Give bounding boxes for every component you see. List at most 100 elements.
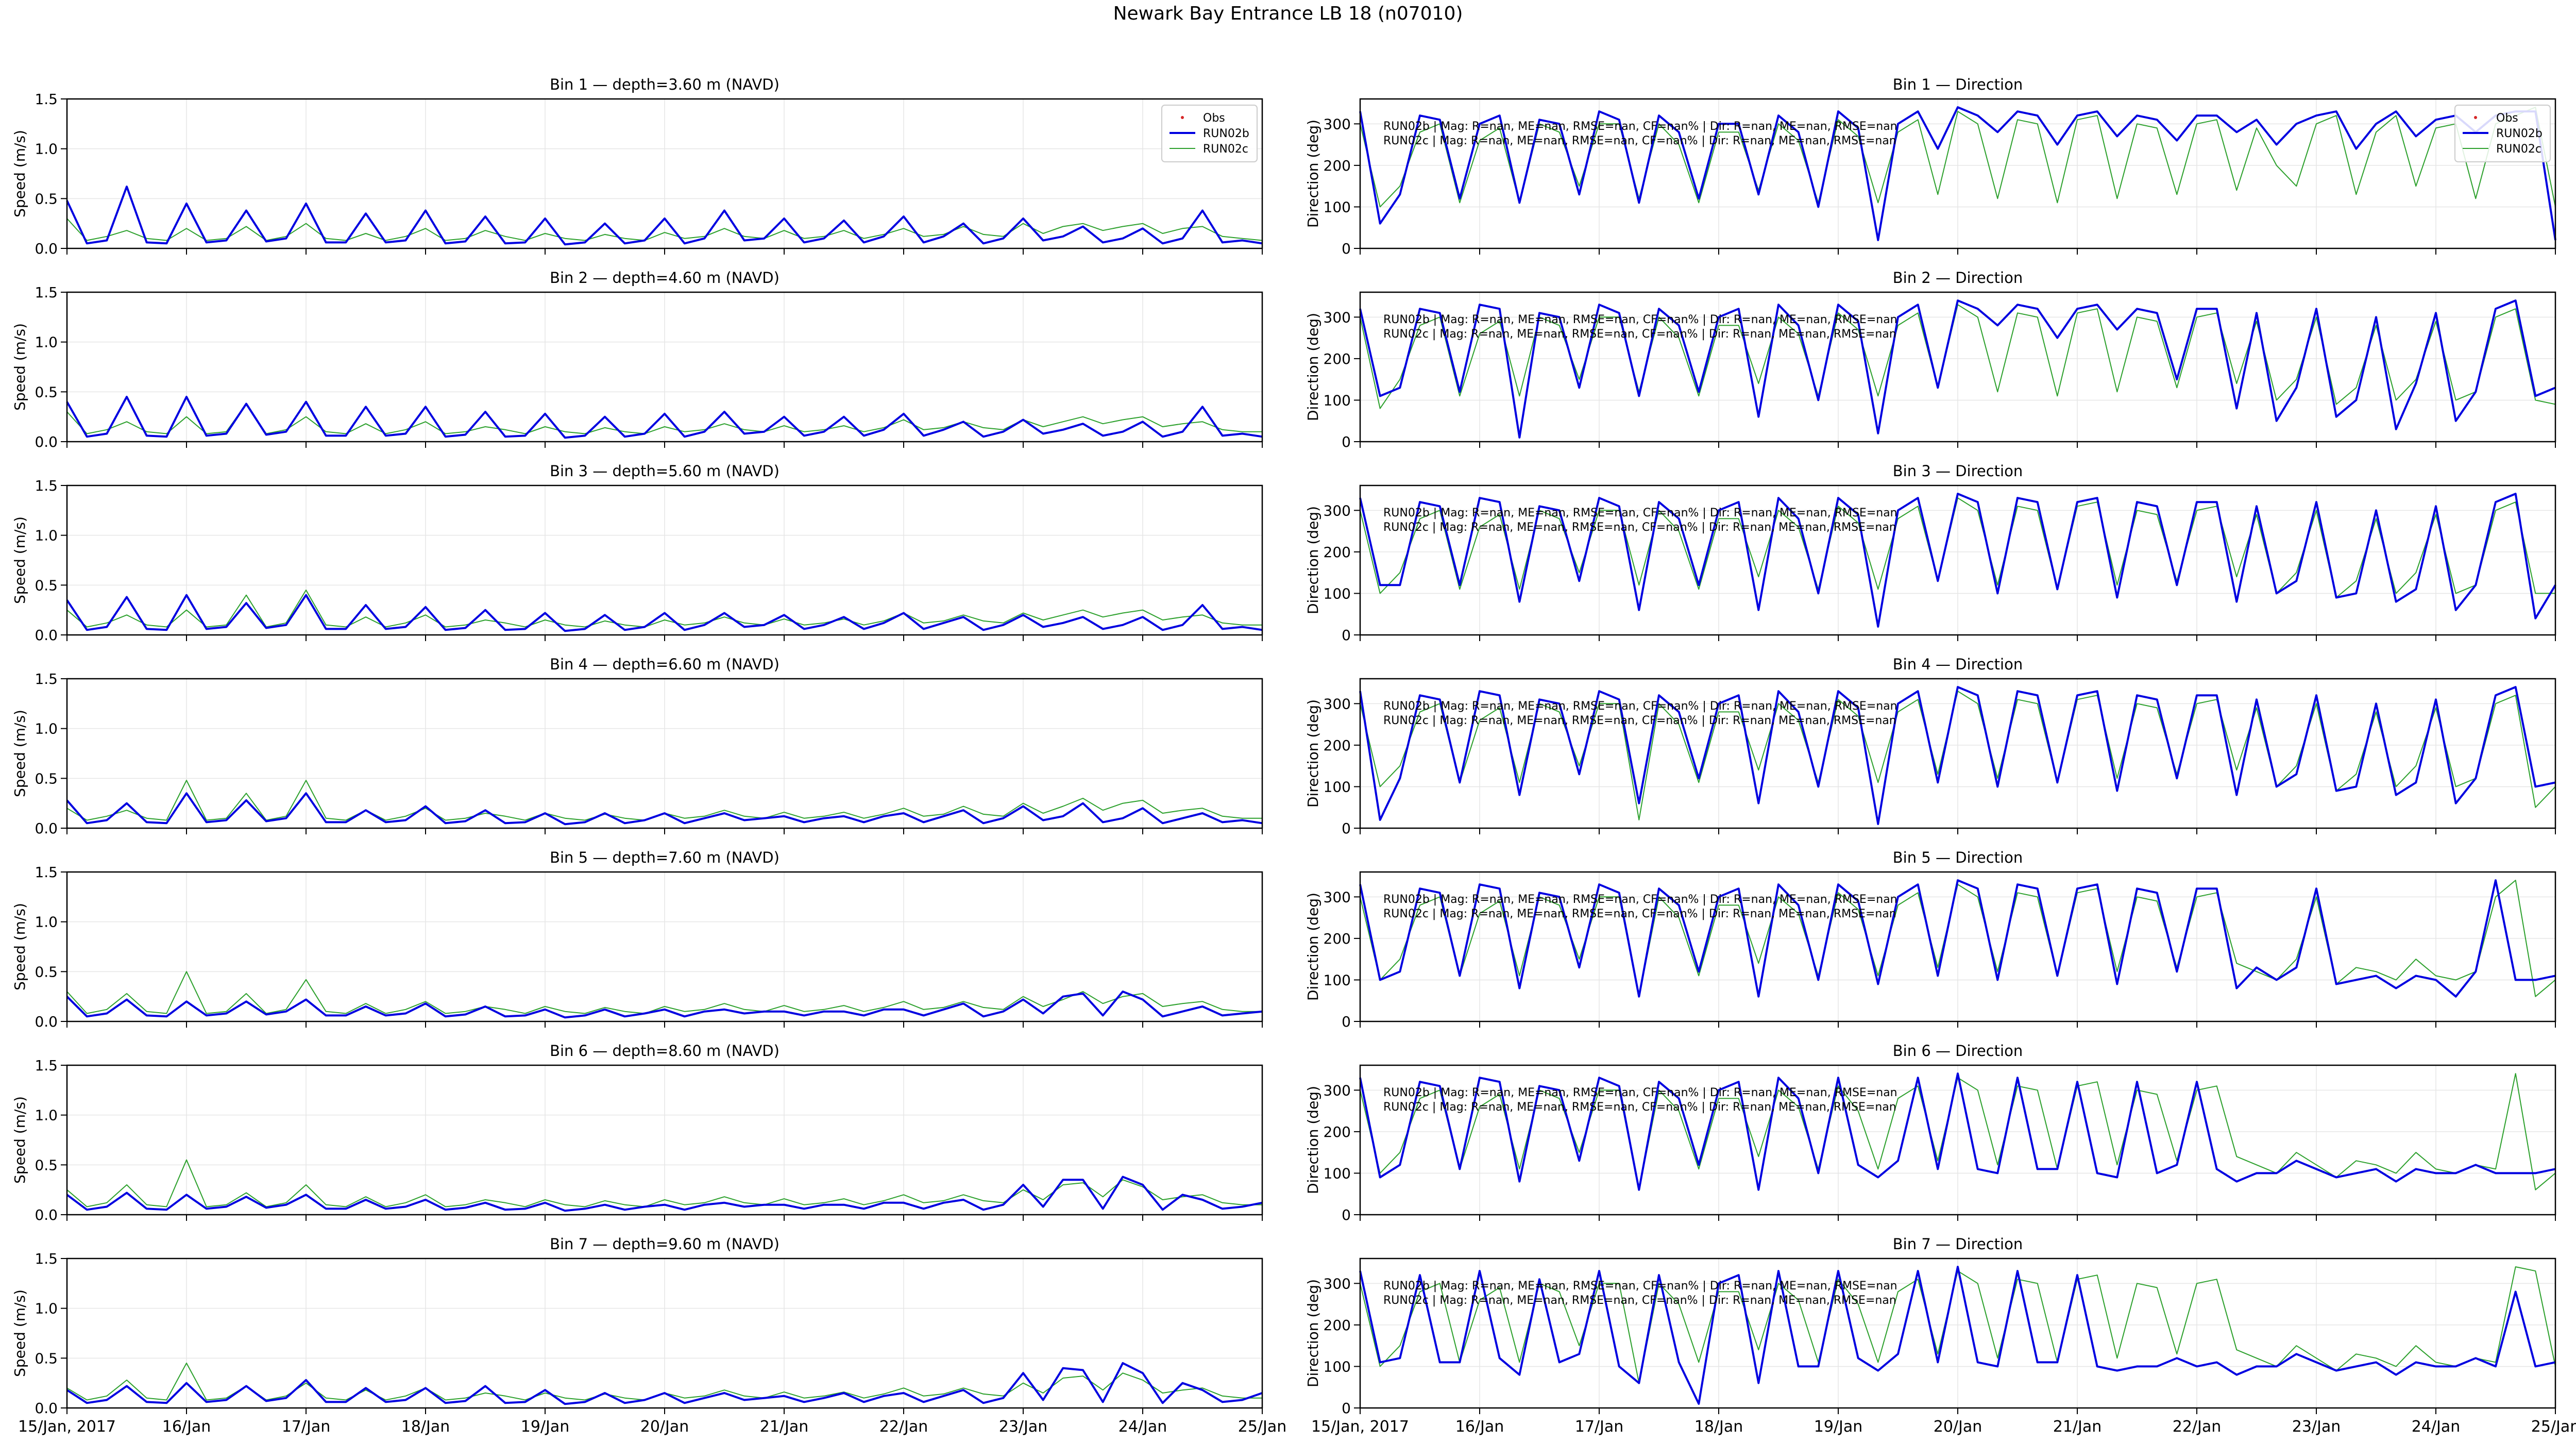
panel-title: Bin 3 — depth=5.60 m (NAVD) bbox=[550, 462, 779, 480]
panel-title: Bin 6 — Direction bbox=[1893, 1042, 2023, 1060]
stats-annotation: RUN02b | Mag: R=nan, ME=nan, RMSE=nan, C… bbox=[1383, 313, 1897, 326]
legend-label: Obs bbox=[2496, 112, 2518, 125]
dir-bin-5-panel: 0 100 200 300 Bin 5 — Direction Direction (de… bbox=[1304, 849, 2556, 1030]
y-axis-label: Speed (m/s) bbox=[11, 323, 28, 411]
x-tick-label: 21/Jan bbox=[760, 1418, 809, 1436]
y-tick-label: 0.5 bbox=[35, 1350, 58, 1367]
y-tick-label: 100 bbox=[1324, 971, 1351, 988]
stats-annotation: RUN02b | Mag: R=nan, ME=nan, RMSE=nan, C… bbox=[1383, 1280, 1897, 1293]
speed-bin-6-panel: 0.0 0.5 1.0 1.5 Bin 6 — depth=8.60 m (NAVD) S… bbox=[11, 1042, 1263, 1223]
y-tick-label: 200 bbox=[1324, 1317, 1351, 1334]
stats-annotation: RUN02c | Mag: R=nan, ME=nan, RMSE=nan, C… bbox=[1383, 135, 1896, 147]
dir-bin-6-panel: 0 100 200 300 Bin 6 — Direction Direction (de… bbox=[1304, 1042, 2556, 1223]
y-tick-label: 0 bbox=[1342, 627, 1351, 644]
y-tick-label: 300 bbox=[1324, 309, 1351, 326]
legend-label: RUN02b bbox=[2496, 127, 2543, 140]
y-tick-label: 0 bbox=[1342, 240, 1351, 257]
y-tick-label: 100 bbox=[1324, 1165, 1351, 1182]
y-tick-label: 1.0 bbox=[35, 141, 58, 158]
y-tick-label: 1.0 bbox=[35, 1300, 58, 1317]
x-tick-label: 24/Jan bbox=[1118, 1418, 1167, 1436]
speed-bin-2-panel: 0.0 0.5 1.0 1.5 Bin 2 — depth=4.60 m (NAVD) S… bbox=[11, 269, 1263, 450]
series-line-run02b bbox=[1359, 106, 2556, 241]
y-tick-label: 0.5 bbox=[35, 577, 58, 594]
y-tick-label: 0.5 bbox=[35, 190, 58, 207]
stats-annotation: RUN02b | Mag: R=nan, ME=nan, RMSE=nan, C… bbox=[1383, 120, 1897, 133]
y-axis-label: Speed (m/s) bbox=[11, 1096, 28, 1184]
panel-title: Bin 5 — Direction bbox=[1893, 849, 2023, 866]
stats-annotation: RUN02b | Mag: R=nan, ME=nan, RMSE=nan, C… bbox=[1383, 1086, 1897, 1099]
series-line-run02b bbox=[66, 396, 1263, 439]
dir-bin-4-panel: 0 100 200 300 Bin 4 — Direction Direction (de… bbox=[1304, 656, 2556, 837]
legend-label: Obs bbox=[1203, 112, 1225, 125]
y-tick-label: 100 bbox=[1324, 198, 1351, 215]
panel-title: Bin 3 — Direction bbox=[1893, 462, 2023, 480]
legend: Obs RUN02b RUN02c bbox=[2454, 105, 2551, 162]
y-tick-label: 1.5 bbox=[35, 1250, 58, 1267]
x-tick-label: 21/Jan bbox=[2053, 1418, 2102, 1436]
x-tick-label: 16/Jan bbox=[162, 1418, 211, 1436]
y-tick-label: 0.0 bbox=[35, 1013, 58, 1030]
y-axis-label: Speed (m/s) bbox=[11, 903, 28, 991]
legend-marker-obs bbox=[2474, 116, 2477, 119]
y-tick-label: 0.5 bbox=[35, 770, 58, 787]
y-tick-label: 0 bbox=[1342, 820, 1351, 837]
y-axis-label: Direction (deg) bbox=[1304, 1086, 1321, 1194]
series-line-run02b bbox=[66, 186, 1263, 246]
panel-title: Bin 2 — depth=4.60 m (NAVD) bbox=[550, 269, 779, 287]
y-tick-label: 1.5 bbox=[35, 670, 58, 687]
legend: Obs RUN02b RUN02c bbox=[1161, 105, 1258, 162]
speed-bin-1-panel: 0.0 0.5 1.0 1.5 Bin 1 — depth=3.60 m (NAVD) S… bbox=[11, 76, 1263, 257]
y-tick-label: 0.5 bbox=[35, 963, 58, 980]
speed-bin-3-panel: 0.0 0.5 1.0 1.5 Bin 3 — depth=5.60 m (NAVD) S… bbox=[11, 462, 1263, 644]
x-tick-label: 17/Jan bbox=[282, 1418, 331, 1436]
series-line-run02b bbox=[1359, 1266, 2556, 1405]
y-axis-label: Direction (deg) bbox=[1304, 506, 1321, 614]
legend-label: RUN02b bbox=[1203, 127, 1249, 140]
y-tick-label: 1.5 bbox=[35, 91, 58, 108]
dir-bin-1-panel: 0 100 200 300 Bin 1 — Direction Direction (de… bbox=[1304, 76, 2556, 257]
y-tick-label: 0.5 bbox=[35, 383, 58, 400]
figure-title: Newark Bay Entrance LB 18 (n07010) bbox=[1113, 3, 1463, 24]
y-tick-label: 300 bbox=[1324, 1082, 1351, 1099]
y-tick-label: 1.0 bbox=[35, 1107, 58, 1124]
stats-annotation: RUN02b | Mag: R=nan, ME=nan, RMSE=nan, C… bbox=[1383, 700, 1897, 713]
y-tick-label: 300 bbox=[1324, 115, 1351, 132]
y-tick-label: 0 bbox=[1342, 1206, 1351, 1223]
legend-box bbox=[1161, 105, 1258, 162]
y-tick-label: 1.0 bbox=[35, 334, 58, 351]
y-tick-label: 0 bbox=[1342, 1400, 1351, 1417]
y-axis-label: Speed (m/s) bbox=[11, 516, 28, 604]
panel-title: Bin 7 — depth=9.60 m (NAVD) bbox=[550, 1235, 779, 1253]
y-tick-label: 200 bbox=[1324, 350, 1351, 367]
y-axis-label: Speed (m/s) bbox=[11, 710, 28, 797]
y-tick-label: 200 bbox=[1324, 1123, 1351, 1140]
y-tick-label: 1.0 bbox=[35, 720, 58, 737]
y-tick-label: 300 bbox=[1324, 502, 1351, 519]
x-tick-label: 20/Jan bbox=[640, 1418, 689, 1436]
speed-bin-5-panel: 0.0 0.5 1.0 1.5 Bin 5 — depth=7.60 m (NAVD) S… bbox=[11, 849, 1263, 1030]
panel-title: Bin 7 — Direction bbox=[1893, 1235, 2023, 1253]
y-tick-label: 1.0 bbox=[35, 914, 58, 931]
series-line-run02b bbox=[1359, 493, 2556, 628]
y-axis-label: Speed (m/s) bbox=[11, 130, 28, 217]
y-tick-label: 0.0 bbox=[35, 433, 58, 450]
y-tick-label: 0 bbox=[1342, 433, 1351, 450]
panel-title: Bin 1 — Direction bbox=[1893, 76, 2023, 93]
x-tick-label: 16/Jan bbox=[1455, 1418, 1504, 1436]
panel-title: Bin 2 — Direction bbox=[1893, 269, 2023, 287]
x-tick-label: 17/Jan bbox=[1575, 1418, 1624, 1436]
legend-label: RUN02c bbox=[1203, 143, 1248, 156]
series-line-run02b bbox=[66, 991, 1263, 1019]
x-tick-label: 18/Jan bbox=[1694, 1418, 1743, 1436]
panels: 0.0 0.5 1.0 1.5 Bin 1 — depth=3.60 m (NAVD) S… bbox=[11, 76, 2576, 1436]
series-line-run02b bbox=[1359, 1072, 2556, 1191]
x-tick-label: 25/Jan bbox=[1238, 1418, 1287, 1436]
series-line-run02b bbox=[66, 1362, 1263, 1405]
y-axis-label: Direction (deg) bbox=[1304, 120, 1321, 228]
x-tick-label: 23/Jan bbox=[999, 1418, 1048, 1436]
stats-annotation: RUN02c | Mag: R=nan, ME=nan, RMSE=nan, C… bbox=[1383, 328, 1896, 341]
dir-bin-2-panel: 0 100 200 300 Bin 2 — Direction Direction (de… bbox=[1304, 269, 2556, 450]
x-tick-label: 19/Jan bbox=[521, 1418, 570, 1436]
